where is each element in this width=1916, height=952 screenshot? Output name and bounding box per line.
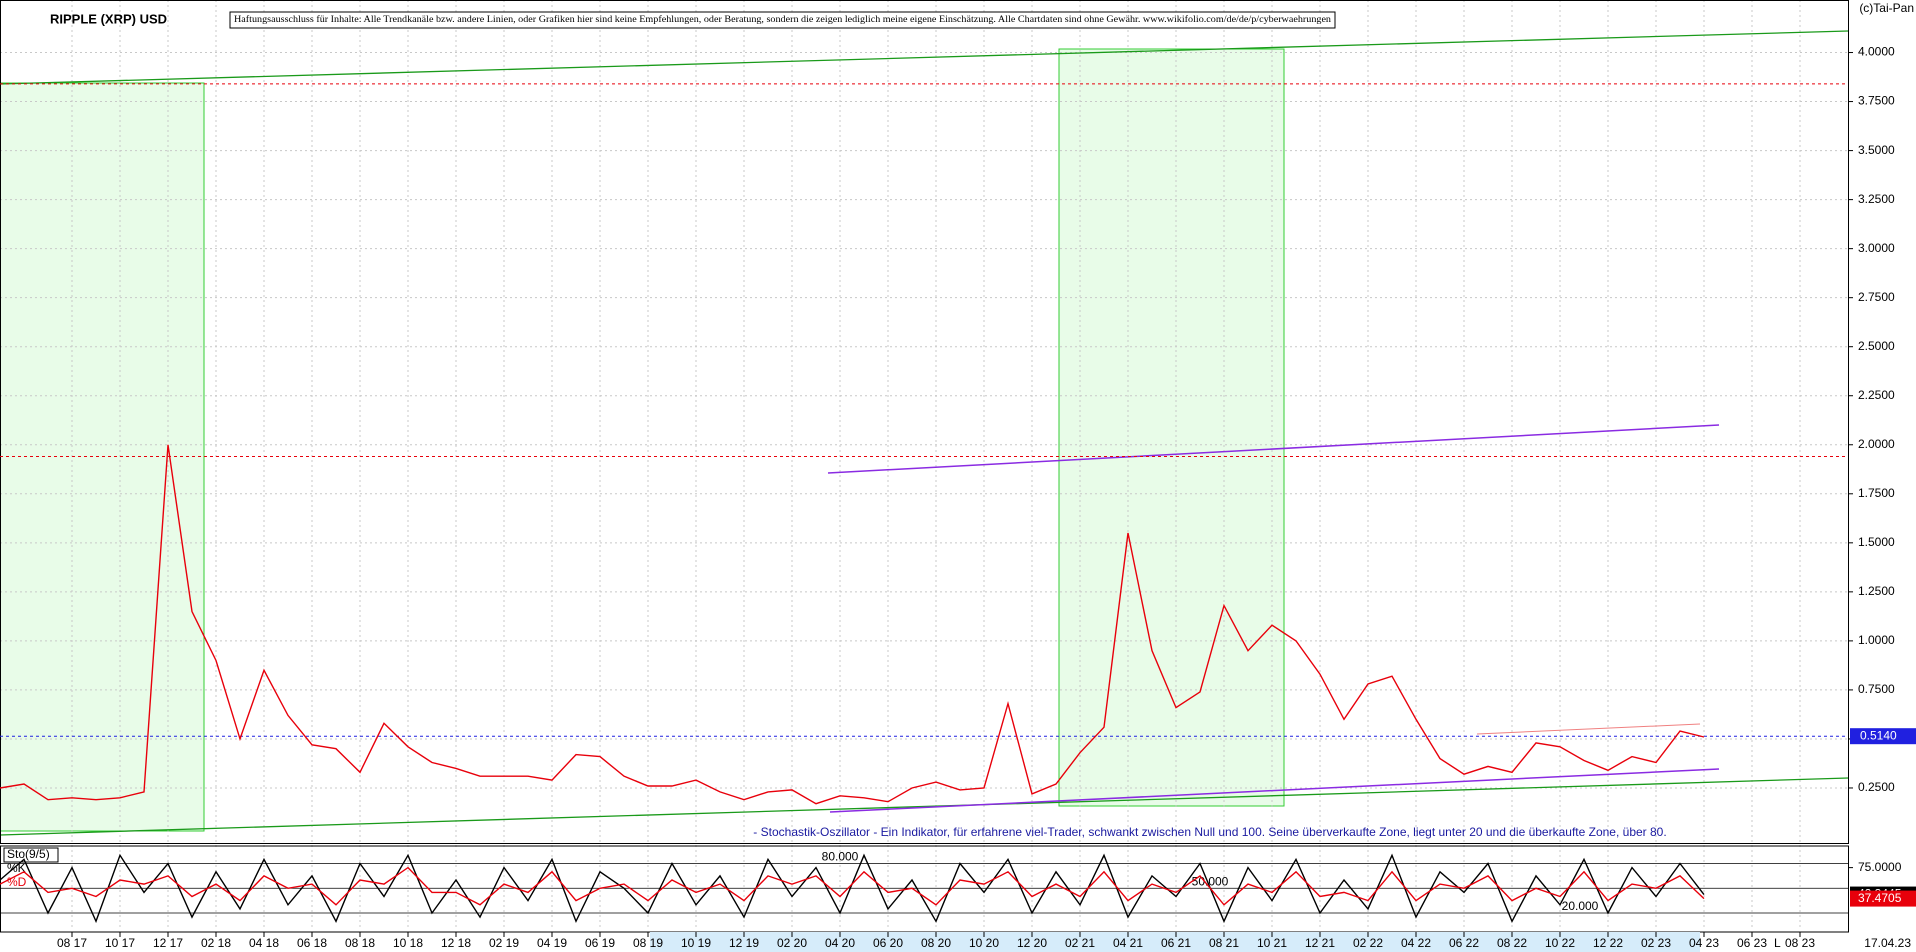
axis-marker: L <box>1774 936 1781 950</box>
grid <box>0 0 1848 930</box>
y-tick-label: 75.0000 <box>1858 860 1902 874</box>
x-tick-label: 10 21 <box>1257 936 1287 950</box>
x-tick-label: 08 20 <box>921 936 951 950</box>
x-tick-label: 08 21 <box>1209 936 1239 950</box>
level-label: 20.000 <box>1562 899 1599 913</box>
current-label: 0.5140 <box>1860 728 1897 742</box>
indicator-title: Sto(9/5) <box>7 847 50 861</box>
x-tick-label: 08 18 <box>345 936 375 950</box>
x-tick-label: 12 19 <box>729 936 759 950</box>
x-tick-label: 04 20 <box>825 936 855 950</box>
y-tick-label: 1.0000 <box>1858 633 1895 647</box>
x-tick-label: 08 19 <box>633 936 663 950</box>
y-tick-label: 2.7500 <box>1858 290 1895 304</box>
x-tick-label: 02 18 <box>201 936 231 950</box>
legend-entry: %K <box>7 861 26 875</box>
disclaimer: Haftungsausschluss für Inhalte: Alle Tre… <box>234 14 1331 25</box>
x-tick-label: 10 19 <box>681 936 711 950</box>
y-tick-label: 0.7500 <box>1858 682 1895 696</box>
y-tick-label: 0.2500 <box>1858 780 1895 794</box>
x-tick-label: 02 20 <box>777 936 807 950</box>
chart-title: RIPPLE (XRP) USD <box>50 11 167 26</box>
plot-frame <box>0 0 1849 844</box>
y-tick-label: 1.2500 <box>1858 584 1895 598</box>
trend-line <box>0 30 1849 85</box>
x-tick-label: 06 22 <box>1449 936 1479 950</box>
x-tick-label: 08 17 <box>57 936 87 950</box>
caption: - Stochastik-Oszillator - Ein Indikator,… <box>753 825 1666 839</box>
legend-entry: %D <box>7 875 27 889</box>
x-tick-label: 04 22 <box>1401 936 1431 950</box>
trend-line <box>0 777 1849 836</box>
x-tick-label: 02 22 <box>1353 936 1383 950</box>
x-tick-label: 02 19 <box>489 936 519 950</box>
trend-line <box>827 424 1720 474</box>
y-tick-label: 2.2500 <box>1858 388 1895 402</box>
last-date: 17.04.23 <box>1864 936 1911 950</box>
disclaimer-box <box>229 11 1336 29</box>
x-tick-label: 04 18 <box>249 936 279 950</box>
x-tick-label: 08 22 <box>1497 936 1527 950</box>
x-tick-label: 06 18 <box>297 936 327 950</box>
axis-highlight <box>650 932 1700 952</box>
current-box <box>1850 728 1916 745</box>
x-tick-label: 12 18 <box>441 936 471 950</box>
x-tick-label: 06 20 <box>873 936 903 950</box>
indicator-box <box>3 847 59 863</box>
y-tick-label: 2.0000 <box>1858 437 1895 451</box>
x-tick-label: 12 21 <box>1305 936 1335 950</box>
last-value-label: 37.4705 <box>1858 891 1902 905</box>
y-tick-label: 2.5000 <box>1858 339 1895 353</box>
x-tick-label: 06 23 <box>1737 936 1767 950</box>
x-tick-label: 04 19 <box>537 936 567 950</box>
x-tick-label: 02 23 <box>1641 936 1671 950</box>
series-line <box>0 866 1705 906</box>
x-tick-label: 04 21 <box>1113 936 1143 950</box>
series-line <box>0 444 1705 805</box>
y-tick-label: 3.5000 <box>1858 143 1895 157</box>
x-tick-label: 10 18 <box>393 936 423 950</box>
y-tick-label: 4.0000 <box>1858 45 1895 59</box>
x-tick-label: 12 17 <box>153 936 183 950</box>
last-value-box <box>1850 890 1916 907</box>
y-tick-label: 3.0000 <box>1858 241 1895 255</box>
level-label: 80.000 <box>822 850 859 864</box>
x-tick-label: 10 17 <box>105 936 135 950</box>
x-tick-label: 04 23 <box>1689 936 1719 950</box>
x-tick-label: 12 22 <box>1593 936 1623 950</box>
x-tick-label: 12 20 <box>1017 936 1047 950</box>
trend-line <box>829 768 1720 813</box>
x-tick-label: 08 23 <box>1785 936 1815 950</box>
y-tick-label: 3.2500 <box>1858 192 1895 206</box>
x-tick-label: 10 20 <box>969 936 999 950</box>
x-tick-label: 02 21 <box>1065 936 1095 950</box>
x-tick-label: 06 21 <box>1161 936 1191 950</box>
trend-line <box>1476 723 1701 735</box>
y-tick-label: 3.7500 <box>1858 94 1895 108</box>
y-tick-label: 1.7500 <box>1858 486 1895 500</box>
y-tick-label: 1.5000 <box>1858 535 1895 549</box>
highlight-zone <box>1058 48 1285 807</box>
x-tick-label: 10 22 <box>1545 936 1575 950</box>
copyright: (c)Tai-Pan <box>1859 1 1914 15</box>
x-tick-label: 06 19 <box>585 936 615 950</box>
